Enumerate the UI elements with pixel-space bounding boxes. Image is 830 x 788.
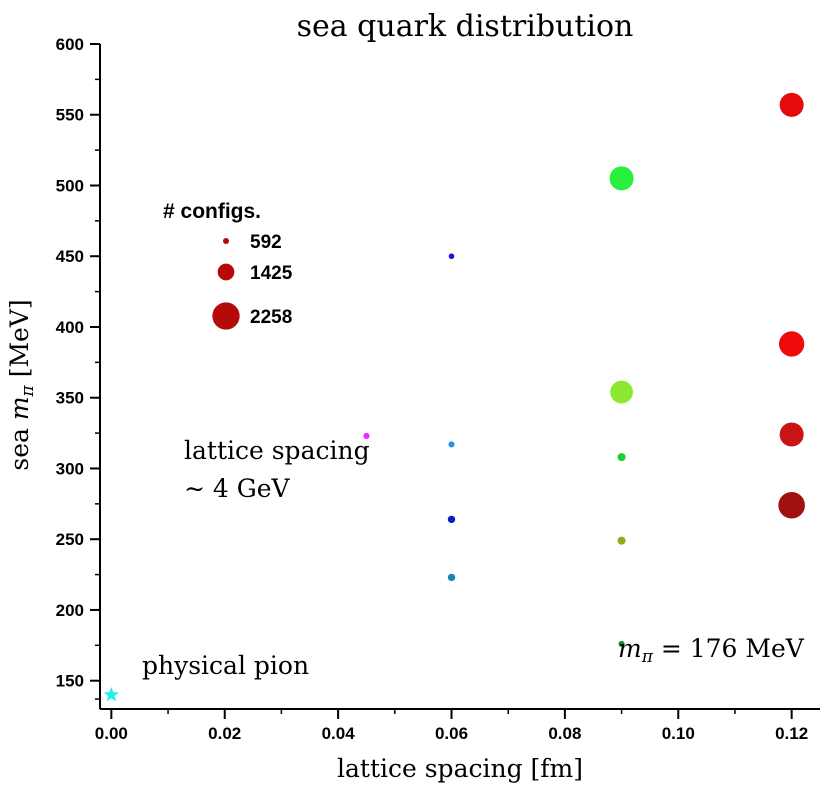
y-axis-label: sea mπ [MeV] <box>5 299 38 470</box>
annotation-lattice-spacing: lattice spacing <box>184 436 370 465</box>
y-tick-label: 550 <box>56 106 84 125</box>
axes <box>99 44 820 710</box>
x-tick-label: 0.12 <box>775 724 808 743</box>
x-tick-label: 0.06 <box>435 724 468 743</box>
legend-label: 1425 <box>250 263 293 284</box>
physical-pion-star <box>103 686 119 702</box>
y-tick-label: 300 <box>56 459 84 478</box>
data-point <box>617 536 626 545</box>
data-point <box>617 453 626 462</box>
data-point <box>448 441 455 448</box>
y-tick-label: 450 <box>56 247 84 266</box>
y-axis-label-prefix: sea <box>5 420 34 470</box>
data-point <box>447 573 456 582</box>
annotation-mpi-var: m <box>618 634 642 663</box>
x-axis-label: lattice spacing [fm] <box>337 754 583 783</box>
x-tick-label: 0.10 <box>662 724 695 743</box>
data-point <box>778 331 805 357</box>
x-tick-label: 0.08 <box>548 724 581 743</box>
y-tick-label: 200 <box>56 601 84 620</box>
legend: # configs. 592 1425 2258 <box>163 200 293 330</box>
annotation-mpi-sub: π <box>641 647 654 667</box>
y-tick-label: 150 <box>56 672 84 691</box>
data-point <box>448 253 455 260</box>
y-tick-label: 400 <box>56 318 84 337</box>
y-tick-label: 600 <box>56 35 84 54</box>
y-ticks: 150 200 250 300 350 400 450 500 550 600 <box>56 35 100 700</box>
data-point <box>778 491 805 519</box>
y-tick-label: 500 <box>56 176 84 195</box>
annotation-mpi: mπ = 176 MeV <box>618 634 805 667</box>
data-point <box>363 432 370 439</box>
x-ticks: 0.00 0.02 0.04 0.06 0.08 0.10 0.12 <box>95 709 808 743</box>
data-points <box>363 92 805 647</box>
y-tick-label: 250 <box>56 530 84 549</box>
chart-title: sea quark distribution <box>297 9 634 44</box>
data-point <box>610 380 633 404</box>
legend-marker <box>217 263 235 281</box>
legend-marker <box>222 237 230 245</box>
data-point <box>618 640 625 647</box>
physical-pion-label: physical pion <box>142 651 309 680</box>
data-point <box>447 515 456 524</box>
legend-marker <box>212 302 240 330</box>
x-tick-label: 0.04 <box>322 724 356 743</box>
y-axis-label-var: m <box>5 396 34 420</box>
x-tick-label: 0.00 <box>95 724 128 743</box>
data-point <box>609 166 634 191</box>
legend-title: # configs. <box>163 200 261 223</box>
legend-label: 2258 <box>250 307 292 328</box>
y-axis-label-sub: π <box>18 384 38 397</box>
x-tick-label: 0.02 <box>208 724 241 743</box>
physical-pion-marker <box>103 686 119 702</box>
legend-label: 592 <box>250 232 282 253</box>
y-tick-label: 350 <box>56 389 84 408</box>
annotation-energy: ∼ 4 GeV <box>184 474 291 503</box>
y-axis-label-suffix: [MeV] <box>5 299 34 385</box>
data-point <box>779 92 804 117</box>
annotation-mpi-rest: = 176 MeV <box>653 634 805 663</box>
data-point <box>779 422 804 447</box>
